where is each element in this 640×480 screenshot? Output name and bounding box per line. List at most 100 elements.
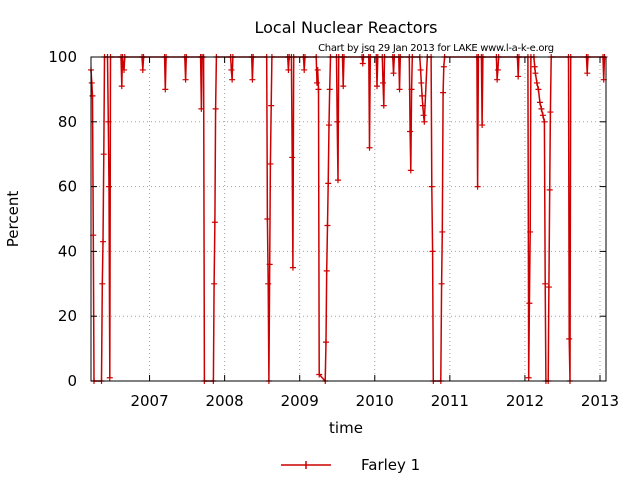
data-point [366,144,373,151]
data-point [439,228,446,235]
data-point [531,63,538,70]
data-point [228,66,235,73]
data-point [334,177,341,184]
plot-frame [90,56,607,382]
data-point [539,112,546,119]
data-point [536,99,543,106]
data-point [440,89,447,96]
data-point [182,76,189,83]
y-tick-label: 80 [58,113,77,131]
data-point [538,105,545,112]
series-markers [88,54,608,384]
legend-label: Farley 1 [361,456,420,474]
data-point [100,151,107,158]
data-point [323,267,330,274]
x-tick-label: 2011 [431,392,469,410]
data-point [474,183,481,190]
data-point [420,112,427,119]
data-point [359,60,366,67]
data-point [121,66,128,73]
data-point [390,70,397,77]
data-point [106,374,113,381]
y-tick-label: 60 [58,178,77,196]
data-point [88,79,95,86]
x-tick-label: 2013 [581,392,619,410]
data-point [106,183,113,190]
data-point [408,86,415,93]
data-point [325,180,332,187]
data-point [494,76,501,83]
data-point [545,284,552,291]
data-point [541,118,548,125]
y-tick-label: 40 [58,242,77,260]
data-point [418,79,425,86]
chart-subtitle: Chart by jsq 29 Jan 2013 for LAKE www.l-… [318,43,554,54]
data-point [313,79,320,86]
data-point [515,73,522,80]
data-point [547,109,554,116]
data-point [417,66,424,73]
x-tick-label: 2012 [506,392,544,410]
data-point [326,86,333,93]
data-point [268,102,275,109]
data-point [340,83,347,90]
y-axis: 0 20 40 60 80 100 [48,48,606,390]
data-point [314,66,321,73]
data-point [419,102,426,109]
data-point [421,118,428,125]
y-axis-label: Percent [4,191,22,248]
data-point [315,86,322,93]
series-line [90,56,606,383]
data-point [198,105,205,112]
data-point [118,83,125,90]
data-point [546,186,553,193]
x-axis-label: time [329,419,363,437]
data-point [407,128,414,135]
y-tick-label: 20 [58,307,77,325]
data-point [374,83,381,90]
data-point [316,371,323,378]
data-point [139,66,146,73]
data-point [533,79,540,86]
data-point [325,122,332,129]
data-point [289,264,296,271]
data-point [479,122,486,129]
data-point [584,70,591,77]
data-point [438,280,445,287]
data-point [285,66,292,73]
data-point [266,261,273,268]
chart-title: Local Nuclear Reactors [254,18,437,37]
data-point [532,70,539,77]
data-point [535,86,542,93]
x-tick-label: 2008 [206,392,244,410]
data-point [440,63,447,70]
x-tick-label: 2007 [130,392,168,410]
data-point [162,86,169,93]
data-point [542,280,549,287]
data-point [89,92,96,99]
data-point [566,335,573,342]
data-point [428,183,435,190]
data-point [380,102,387,109]
data-point [322,339,329,346]
data-point [105,118,112,125]
data-point [100,238,107,245]
data-point [211,219,218,226]
data-point [419,92,426,99]
data-point [334,118,341,125]
data-point [429,248,436,255]
data-point [229,76,236,83]
data-point [396,86,403,93]
data-point [265,280,272,287]
series-layer [88,54,608,384]
data-point [301,66,308,73]
data-point [212,105,219,112]
legend: Farley 1 [281,456,420,474]
data-point [324,222,331,229]
data-point [249,76,256,83]
data-point [211,280,218,287]
y-tick-label: 100 [48,48,77,66]
data-point [494,66,501,73]
y-tick-label: 0 [67,372,77,390]
